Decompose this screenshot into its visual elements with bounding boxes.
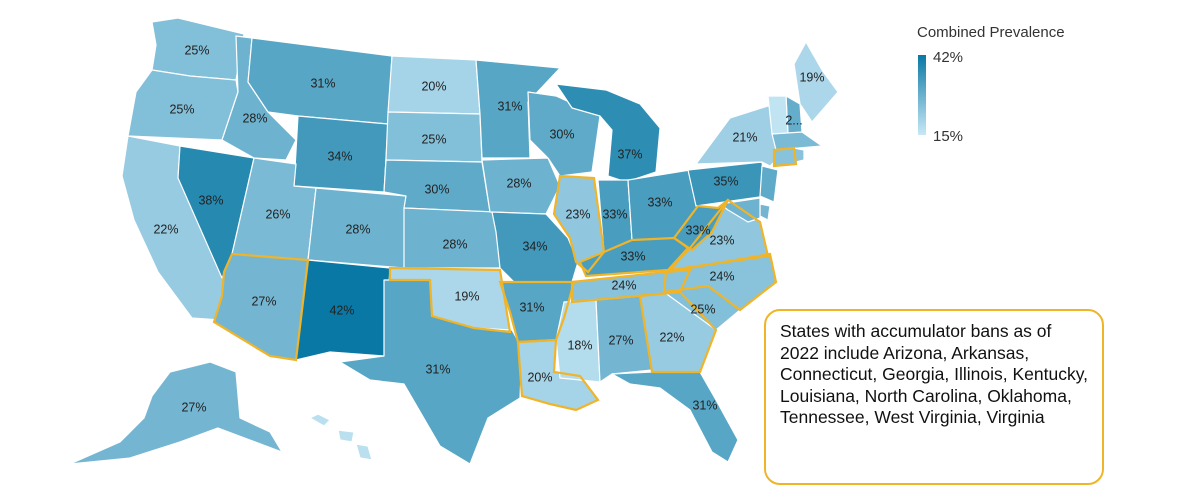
ban-outline-ga (638, 290, 718, 374)
state-fl (611, 371, 739, 463)
state-label-al: 27% (608, 333, 633, 347)
ban-outline-ok (388, 266, 512, 334)
ban-outline-wv (672, 199, 729, 252)
state-nj (759, 165, 779, 203)
ban-outline-la (516, 338, 600, 412)
state-me (793, 41, 839, 123)
state-label-ar: 31% (519, 300, 544, 314)
accumulator-ban-note: States with accumulator bans as of 2022 … (764, 309, 1104, 485)
ban-outline-va (667, 198, 770, 272)
state-hi (309, 413, 373, 461)
state-label-tx: 31% (425, 362, 450, 376)
state-label-sd: 25% (421, 132, 446, 146)
state-label-mn: 31% (497, 99, 522, 113)
state-label-id: 28% (242, 111, 267, 125)
state-label-wi: 30% (549, 127, 574, 141)
state-wi (527, 91, 601, 177)
state-label-nc: 24% (709, 269, 734, 283)
state-label-oh: 33% (647, 195, 672, 209)
state-label-pa: 35% (713, 174, 738, 188)
state-label-nv: 38% (198, 193, 223, 207)
legend-max-label: 42% (933, 49, 964, 66)
state-label-wa: 25% (184, 43, 209, 57)
state-label-ga: 22% (659, 330, 684, 344)
state-label-mt: 31% (310, 76, 335, 90)
state-label-ak: 27% (181, 400, 206, 414)
state-label-ny: 21% (732, 130, 757, 144)
state-label-ia: 28% (506, 176, 531, 190)
state-label-mo: 34% (522, 239, 547, 253)
state-labels-layer: 25% 25% 22% 38% 28% 31% 34% 26% 27% 28% 42% 20% 25% 3… (153, 43, 824, 414)
state-label-or: 25% (169, 102, 194, 116)
legend-title: Combined Prevalence (917, 24, 1065, 41)
state-label-mi: 37% (617, 147, 642, 161)
legend-color-bar (918, 55, 926, 135)
state-de (759, 203, 771, 221)
state-label-fl: 31% (692, 398, 717, 412)
ban-outline-nc (662, 252, 778, 312)
state-label-ms: 18% (567, 338, 592, 352)
state-label-me: 19% (799, 70, 824, 84)
state-ma (771, 131, 823, 151)
state-label-in: 33% (602, 207, 627, 221)
ban-outline-layer (212, 146, 798, 412)
state-label-va: 23% (709, 233, 734, 247)
state-label-ca: 22% (153, 222, 178, 236)
state-ia (481, 157, 561, 215)
state-label-wy: 34% (327, 149, 352, 163)
state-label-nm: 42% (329, 303, 354, 317)
legend-min-label: 15% (933, 128, 964, 145)
state-label-ok: 19% (454, 289, 479, 303)
ban-outline-az (212, 252, 310, 362)
state-label-la: 20% (527, 370, 552, 384)
state-label-nd: 20% (421, 79, 446, 93)
state-label-tn: 24% (611, 278, 636, 292)
state-label-il: 23% (565, 207, 590, 221)
state-label-wv: 33% (685, 223, 710, 237)
ban-outline-tn (570, 268, 692, 304)
state-label-ks: 28% (442, 237, 467, 251)
state-label-ne: 30% (424, 182, 449, 196)
state-ak (69, 361, 283, 465)
state-label-ky: 33% (620, 249, 645, 263)
state-label-co: 28% (345, 222, 370, 236)
state-label-nh: 2... (785, 113, 802, 127)
state-label-ut: 26% (265, 207, 290, 221)
ban-outline-ct (772, 146, 798, 168)
state-label-az: 27% (251, 294, 276, 308)
state-label-sc: 25% (690, 302, 715, 316)
